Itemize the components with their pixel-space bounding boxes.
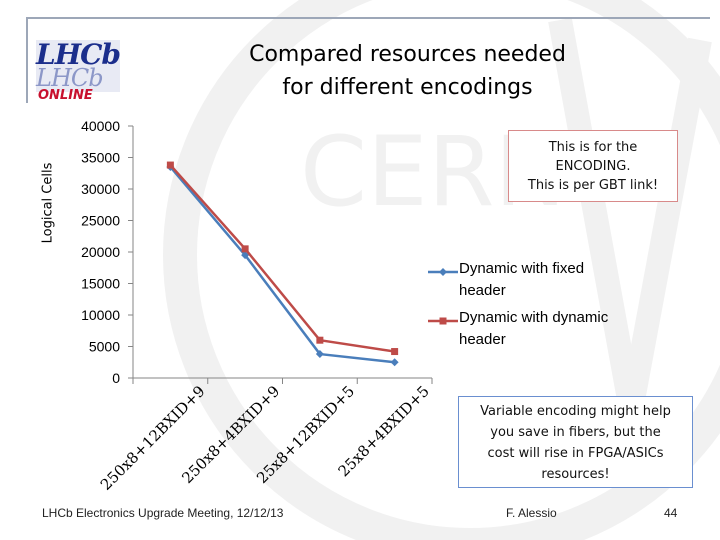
- y-tick-label: 20000: [81, 244, 120, 260]
- note2-line-4: resources!: [541, 467, 610, 482]
- logo-online-text: ONLINE: [38, 88, 93, 103]
- data-point-series-2: [166, 161, 174, 169]
- slide-title-line-1: Compared resources needed: [249, 42, 566, 67]
- y-tick-label: 15000: [81, 276, 120, 292]
- page-number: 44: [664, 506, 678, 520]
- note2-line-3: cost will rise in FPGA/ASICs: [487, 446, 664, 461]
- y-tick-label: 35000: [81, 150, 120, 166]
- legend-swatch-dynamic-header: [428, 317, 458, 325]
- legend-label-dynamic-header: Dynamic with dynamic header: [459, 309, 609, 348]
- logo-lhcb-reflection: LHCb: [36, 64, 104, 92]
- data-point-series-2: [241, 245, 249, 253]
- data-point-series-1: [390, 358, 399, 367]
- note-line-3: This is per GBT link!: [527, 178, 659, 193]
- slide-title-line-2: for different encodings: [282, 75, 533, 100]
- variable-encoding-note: Variable encoding might help you save in…: [458, 396, 693, 488]
- data-point-series-2: [391, 348, 399, 356]
- data-point-series-1: [315, 350, 324, 359]
- note2-line-1: Variable encoding might help: [480, 404, 671, 419]
- note-line-2: ENCODING.: [555, 159, 631, 174]
- legend-swatch-fixed-header: [428, 268, 458, 276]
- y-tick-label: 25000: [81, 213, 120, 229]
- legend-label-fixed-header: Dynamic with fixed header: [459, 260, 585, 299]
- y-tick-label: 10000: [81, 307, 120, 323]
- series-line-2: [169, 164, 395, 353]
- lhcb-online-logo: LHCb LHCb ONLINE: [32, 32, 128, 104]
- y-tick-label: 5000: [89, 339, 120, 355]
- note2-line-2: you save in fibers, but the: [490, 425, 661, 440]
- footer-meeting: LHCb Electronics Upgrade Meeting, 12/12/…: [42, 506, 284, 520]
- y-tick-label: 0: [112, 370, 120, 386]
- slide-frame-left: [26, 17, 28, 103]
- series-line-1: [169, 166, 395, 364]
- data-point-series-2: [316, 336, 324, 344]
- logo-lhcb-text: LHCb: [36, 38, 121, 71]
- slide-title: Compared resources needed for different …: [215, 38, 600, 104]
- y-tick-label: 30000: [81, 181, 120, 197]
- encoding-note-callout: This is for the ENCODING. This is per GB…: [508, 130, 678, 202]
- footer-author: F. Alessio: [506, 506, 557, 520]
- note-line-1: This is for the: [548, 140, 638, 155]
- y-tick-label: 40000: [81, 118, 120, 134]
- slide-frame-top: [26, 17, 710, 19]
- logo-background: [36, 40, 120, 92]
